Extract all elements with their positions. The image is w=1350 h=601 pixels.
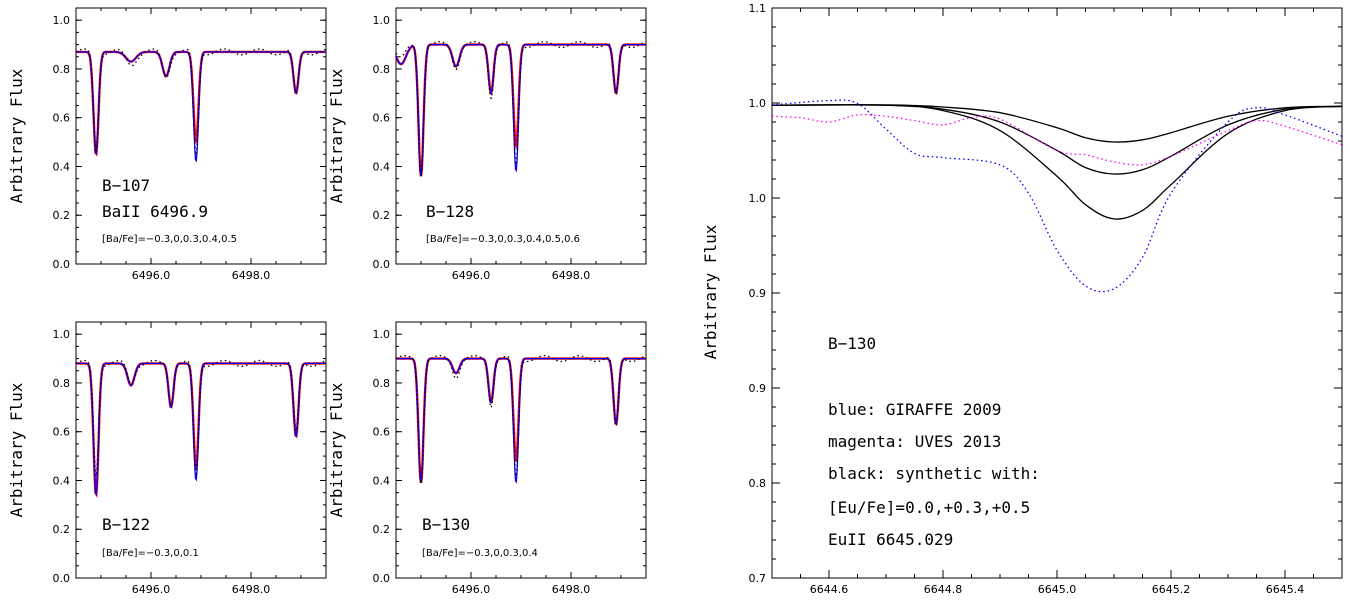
star-label: B−130 [828, 334, 876, 353]
y-tick-label: 0.4 [373, 160, 391, 173]
spectrum-series-1 [395, 43, 646, 177]
x-tick-label: 6496.0 [452, 269, 491, 282]
spectrum-series-1 [76, 362, 326, 497]
x-tick-label: 6496.0 [132, 269, 171, 282]
y-tick-label: 0.8 [53, 377, 71, 390]
spectrum-series-2 [75, 359, 327, 479]
y-tick-label: 0.8 [749, 477, 767, 490]
x-tick-label: 6498.0 [552, 269, 591, 282]
plot-frame [771, 7, 1343, 579]
panel-b122: 6496.0 6498.0 0.0 0.2 0.4 0.6 0.8 1.0 Arbitrary… [7, 321, 327, 596]
legend-blue: blue: GIRAFFE 2009 [828, 400, 1001, 419]
y-tick-label: 0.2 [53, 209, 71, 222]
abundance-label: [Eu/Fe]=0.0,+0.3,+0.5 [828, 498, 1030, 517]
y-tick-label: 0.0 [373, 258, 391, 271]
eu-series-2 [771, 104, 1343, 220]
y-tick-label: 0.6 [53, 426, 71, 439]
y-tick-label: 0.9 [749, 382, 767, 395]
y-tick-label: 1.0 [373, 14, 391, 27]
abundance-label: [Ba/Fe]=−0.3,0,0.1 [102, 548, 199, 559]
x-tick-label: 6644.6 [810, 583, 849, 596]
y-axis-label: Arbitrary Flux [701, 224, 720, 359]
y-tick-label: 0.9 [749, 287, 767, 300]
spectrum-series-2 [75, 48, 327, 158]
y-tick-label: 1.0 [749, 192, 767, 205]
spectrum-series-2 [395, 354, 647, 484]
x-tick-label: 6645.4 [1266, 583, 1305, 596]
y-axis-label: Arbitrary Flux [327, 382, 346, 517]
star-label: B−107 [102, 176, 150, 195]
x-tick-label: 6498.0 [232, 583, 271, 596]
x-tick-label: 6498.0 [232, 269, 271, 282]
panel-b130-ba: 6496.0 6498.0 0.0 0.2 0.4 0.6 0.8 1.0 Arbitrary… [327, 321, 647, 596]
y-tick-label: 0.7 [749, 572, 767, 585]
abundance-label: [Ba/Fe]=−0.3,0,0.3,0.4,0.5 [102, 234, 237, 245]
star-label: B−130 [422, 515, 470, 534]
y-tick-label: 0.4 [53, 474, 71, 487]
y-tick-label: 0.0 [373, 572, 391, 585]
spectrum-series-1 [396, 357, 646, 484]
y-axis-label: Arbitrary Flux [7, 68, 26, 203]
y-tick-label: 0.2 [53, 523, 71, 536]
star-label: B−128 [426, 202, 474, 221]
abundance-label: [Ba/Fe]=−0.3,0,0.3,0.4,0.5,0.6 [426, 234, 580, 245]
panel-b128: 6496.0 6498.0 0.0 0.2 0.4 0.6 0.8 1.0 Arbitrary… [327, 7, 647, 282]
y-tick-label: 0.8 [53, 63, 71, 76]
x-tick-label: 6644.8 [924, 583, 963, 596]
y-tick-label: 1.0 [53, 328, 71, 341]
y-tick-label: 0.2 [373, 523, 391, 536]
abundance-label: [Ba/Fe]=−0.3,0,0.3,0.4 [422, 548, 538, 559]
plot-frame [75, 321, 327, 579]
y-tick-label: 0.2 [373, 209, 391, 222]
eu-series-4 [771, 113, 1343, 166]
y-tick-label: 0.0 [53, 572, 71, 585]
y-axis-label: Arbitrary Flux [327, 68, 346, 203]
y-tick-label: 1.0 [749, 97, 767, 110]
legend-black: black: synthetic with: [828, 464, 1040, 483]
y-tick-label: 0.4 [53, 160, 71, 173]
y-tick-label: 1.1 [749, 2, 767, 15]
line-label: BaII 6496.9 [102, 202, 208, 221]
y-tick-label: 0.4 [373, 474, 391, 487]
y-tick-label: 0.8 [373, 63, 391, 76]
x-tick-label: 6645.0 [1038, 583, 1077, 596]
legend-magenta: magenta: UVES 2013 [828, 432, 1001, 451]
x-tick-label: 6496.0 [452, 583, 491, 596]
line-label: EuII 6645.029 [828, 530, 953, 549]
eu-series-0 [771, 104, 1343, 143]
y-tick-label: 1.0 [373, 328, 391, 341]
x-tick-label: 6498.0 [552, 583, 591, 596]
y-tick-label: 1.0 [53, 14, 71, 27]
y-axis-label: Arbitrary Flux [7, 382, 26, 517]
x-tick-label: 6496.0 [132, 583, 171, 596]
y-tick-label: 0.8 [373, 377, 391, 390]
y-tick-label: 0.0 [53, 258, 71, 271]
x-tick-label: 6645.2 [1152, 583, 1191, 596]
y-tick-label: 0.6 [373, 426, 391, 439]
plot-frame [75, 7, 327, 265]
eu-series-3 [771, 99, 1343, 293]
y-tick-label: 0.6 [373, 112, 391, 125]
panel-b130-eu: 6644.6 6644.8 6645.0 6645.2 6645.4 0.7 0.8 0.9 0… [701, 2, 1343, 596]
panel-b107: 6496.0 6498.0 0.0 0.2 0.4 0.6 0.8 1.0 Arbitrary… [7, 7, 327, 282]
y-tick-label: 0.6 [53, 112, 71, 125]
star-label: B−122 [102, 515, 150, 534]
